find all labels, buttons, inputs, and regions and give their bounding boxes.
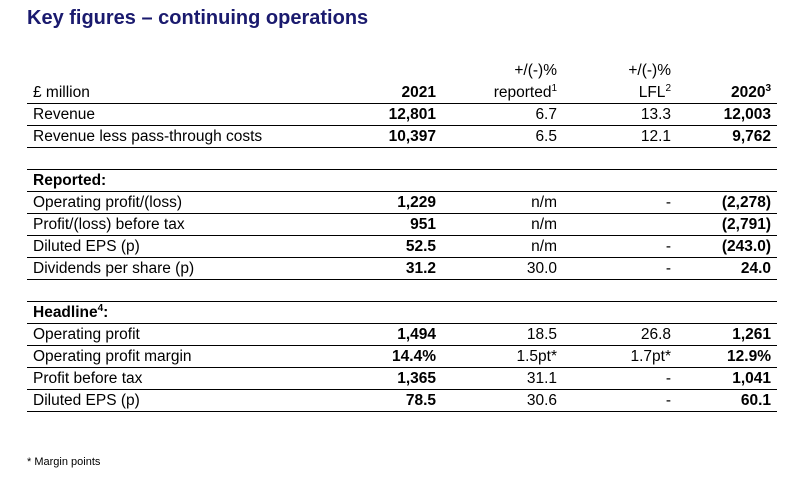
table-row: Operating profit/(loss) 1,229 n/m - (2,2…: [27, 192, 777, 214]
table-row: Operating profit 1,494 18.5 26.8 1,261: [27, 324, 777, 346]
table-row: Operating profit margin 14.4% 1.5pt* 1.7…: [27, 346, 777, 368]
col-reported-top: +/(-)%: [514, 62, 557, 79]
section-heading-headline: Headline4:: [27, 302, 777, 324]
header-row: £ million 2021 reported1 LFL2 20203: [27, 82, 777, 104]
table-row: Profit/(loss) before tax 951 n/m (2,791): [27, 214, 777, 236]
table-row: Diluted EPS (p) 78.5 30.6 - 60.1: [27, 390, 777, 412]
header-top-row: +/(-)% +/(-)%: [27, 60, 777, 82]
section-heading-reported: Reported:: [27, 170, 777, 192]
spacer-row: [27, 148, 777, 170]
key-figures-table: +/(-)% +/(-)% £ million 2021 reported1 L…: [27, 60, 777, 412]
table-row: Dividends per share (p) 31.2 30.0 - 24.0: [27, 258, 777, 280]
col-2021-header: 2021: [401, 84, 436, 101]
table-row: Diluted EPS (p) 52.5 n/m - (243.0): [27, 236, 777, 258]
footnote: * Margin points: [27, 456, 101, 468]
col-lfl-top: +/(-)%: [628, 62, 671, 79]
spacer-row: [27, 280, 777, 302]
table-row: Profit before tax 1,365 31.1 - 1,041: [27, 368, 777, 390]
page-title: Key figures – continuing operations: [27, 7, 369, 29]
col-reported-header: reported1: [493, 82, 557, 101]
col-unit-header: £ million: [33, 84, 90, 101]
table-row: Revenue less pass-through costs 10,397 6…: [27, 126, 777, 148]
table-row: Revenue 12,801 6.7 13.3 12,003: [27, 104, 777, 126]
col-lfl-header: LFL2: [638, 82, 671, 101]
col-2020-header: 20203: [730, 82, 771, 101]
